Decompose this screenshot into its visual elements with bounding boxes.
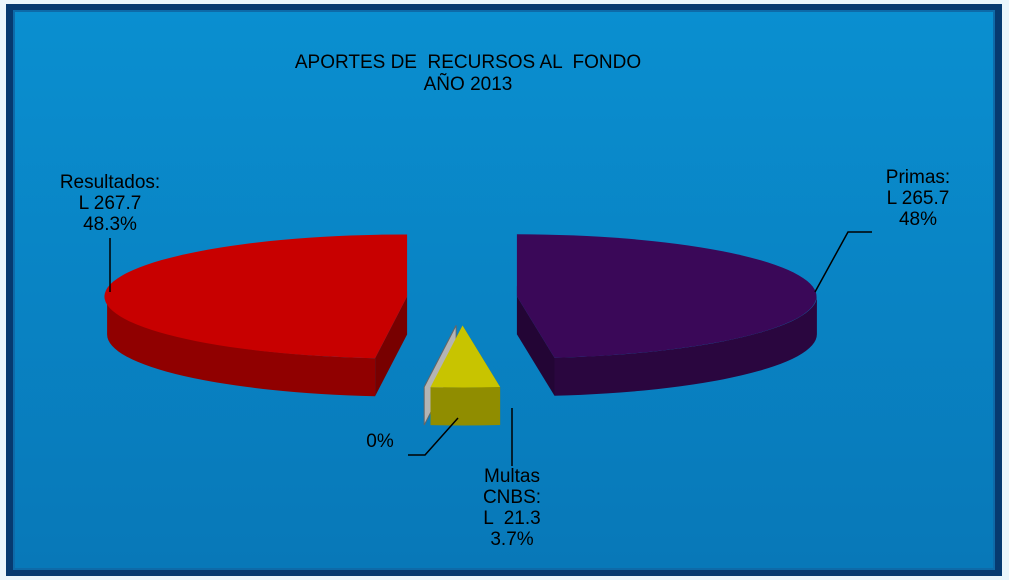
- value-label: 3.7%: [490, 529, 533, 550]
- category-label: Resultados:: [60, 172, 160, 193]
- slice-side: [375, 296, 408, 397]
- category-label-line: CNBS:: [483, 487, 541, 508]
- chart-title: APORTES DE RECURSOS AL FONDO: [295, 52, 641, 73]
- slice: [104, 234, 408, 359]
- amount-label: L 265.7: [887, 188, 950, 209]
- labels: Primas:L 265.748% Multas CNBS:L 21.33.7% 0%…: [60, 167, 950, 550]
- category-label: Multas CNBS:: [483, 466, 541, 508]
- value-label: 48%: [899, 209, 937, 230]
- amount-label: L 21.3: [483, 508, 540, 529]
- value-label: 0%: [366, 431, 394, 452]
- leader-line: [408, 417, 459, 456]
- slice-wall: [430, 387, 501, 426]
- category-label-line: Multas: [484, 466, 540, 487]
- slice-side: [516, 296, 555, 396]
- amount-label: L 267.7: [79, 193, 142, 214]
- value-label: 48.3%: [83, 214, 137, 235]
- slice-wall: [107, 296, 376, 397]
- leader-line: [814, 231, 872, 293]
- slice: [430, 325, 501, 388]
- slice-wall: [554, 296, 817, 396]
- slice: [516, 234, 817, 358]
- pie: [104, 234, 817, 426]
- chart-subtitle: AÑO 2013: [424, 73, 513, 95]
- category-label: Primas:: [886, 167, 950, 188]
